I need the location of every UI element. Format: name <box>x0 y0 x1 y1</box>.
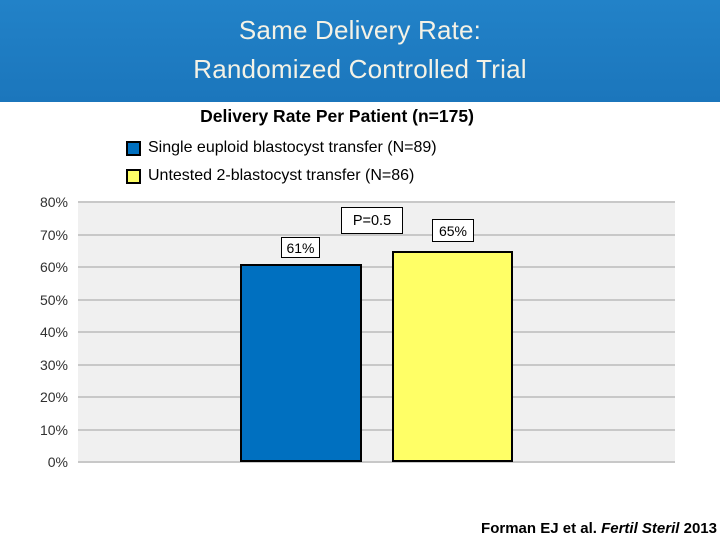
y-axis-label-20%: 20% <box>39 389 68 405</box>
y-axis-label-40%: 40% <box>39 324 68 340</box>
bar-single-euploid <box>240 264 362 462</box>
y-axis-label-80%: 80% <box>39 194 68 210</box>
value-label-bar1: 61% <box>281 237 320 258</box>
citation: Forman EJ et al. Fertil Steril 2013 <box>481 520 717 537</box>
legend-swatch-yellow-icon <box>126 168 141 184</box>
bar-untested <box>392 251 513 462</box>
y-axis-label-0%: 0% <box>47 454 68 470</box>
legend-row-untested: Untested 2-blastocyst transfer (N=86) <box>126 162 437 190</box>
legend-label-single-euploid: Single euploid blastocyst transfer (N=89… <box>148 139 437 156</box>
y-axis-label-10%: 10% <box>39 421 68 438</box>
gridline-20% <box>78 396 675 398</box>
chart-title: Delivery Rate Per Patient (n=175) <box>200 106 474 126</box>
gridline-60% <box>78 266 675 268</box>
plot-area <box>78 201 675 463</box>
slide-title-line-2: Randomized Controlled Trial <box>193 54 527 84</box>
y-axis-label-70%: 70% <box>39 226 68 243</box>
gridline-0% <box>78 461 675 463</box>
title-banner: Same Delivery Rate: Randomized Controlle… <box>0 0 720 102</box>
citation-year: 2013 <box>683 520 717 537</box>
gridline-10% <box>78 428 675 431</box>
gridline-30% <box>78 363 675 366</box>
y-axis-label-30%: 30% <box>39 356 68 373</box>
chart-legend: Single euploid blastocyst transfer (N=89… <box>126 134 437 190</box>
gridline-50% <box>78 298 675 301</box>
gridline-40% <box>78 331 675 333</box>
y-axis-label-50%: 50% <box>39 291 68 308</box>
citation-journal: Fertil Steril <box>596 520 684 537</box>
slide-title-line-1: Same Delivery Rate: <box>238 15 482 45</box>
y-axis-label-60%: 60% <box>39 259 68 275</box>
gridline-80% <box>78 201 675 203</box>
legend-label-untested: Untested 2-blastocyst transfer (N=86) <box>148 167 415 184</box>
legend-row-single-euploid: Single euploid blastocyst transfer (N=89… <box>126 134 437 162</box>
gridline-70% <box>78 233 675 236</box>
legend-swatch-blue-icon <box>126 140 141 156</box>
value-label-bar2: 65% <box>432 219 474 242</box>
p-value-label: P=0.5 <box>341 207 403 234</box>
citation-authors: Forman EJ et al. <box>481 520 597 537</box>
